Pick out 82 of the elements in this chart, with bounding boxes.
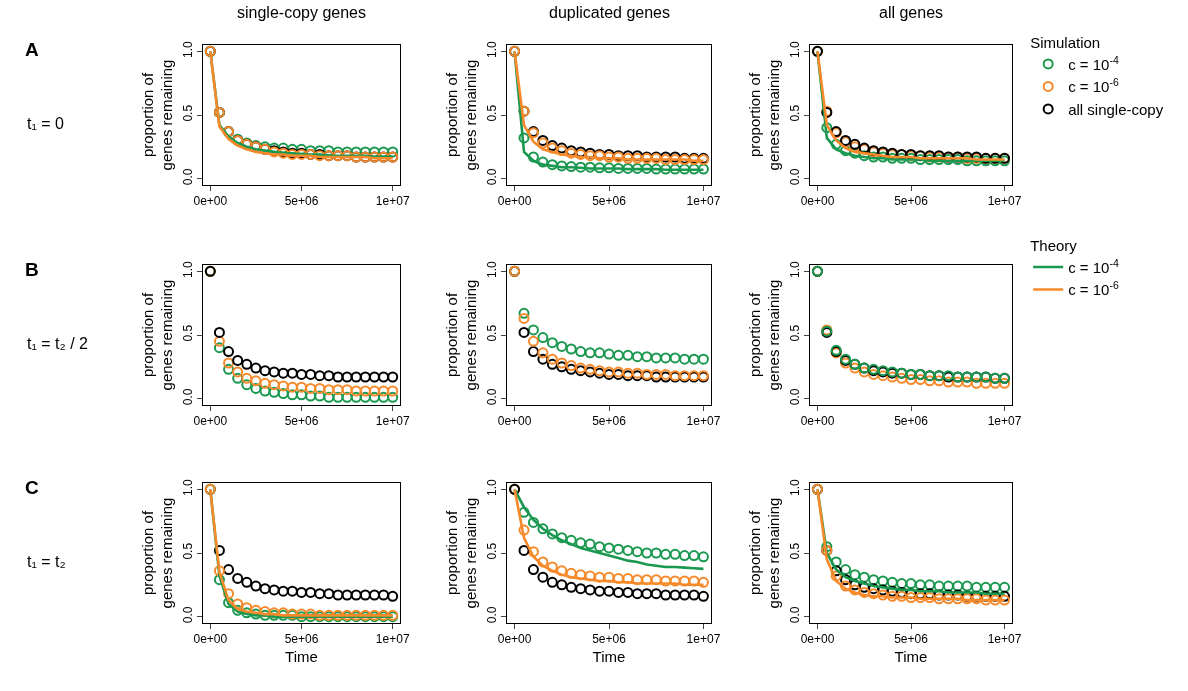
y-tick-label: 0.5 (788, 104, 803, 122)
y-tick-label: 0.0 (788, 606, 803, 624)
x-tick-label: 5e+06 (284, 632, 319, 647)
y-axis-title: proportion of genes remaining (138, 497, 176, 609)
x-tick-label: 1e+07 (987, 194, 1022, 209)
x-tick-label: 0e+00 (800, 194, 835, 209)
x-tick-label: 0e+00 (193, 632, 228, 647)
x-tick-label: 1e+07 (375, 414, 410, 429)
y-axis-title: proportion of genes remaining (745, 59, 783, 171)
x-tick-label: 0e+00 (497, 194, 532, 209)
legend-label: all single-copy (1068, 100, 1164, 118)
y-tick-label: 1.0 (788, 40, 803, 58)
y-axis-title: proportion of genes remaining (745, 497, 783, 609)
y-tick-label: 0.0 (788, 388, 803, 406)
x-axis-title: Time (894, 648, 928, 666)
legend-label: c = 10$^{-4}$ (1068, 53, 1119, 73)
x-tick-label: 1e+07 (375, 632, 410, 647)
y-axis-title: proportion of genes remaining (138, 59, 176, 171)
x-tick-label: 0e+00 (800, 632, 835, 647)
y-tick-label: 1.0 (485, 260, 500, 278)
y-tick-label: 0.5 (181, 542, 196, 560)
chart-title: single-copy genes (237, 4, 366, 21)
y-tick-label: 1.0 (788, 260, 803, 278)
chart-title: duplicated genes (549, 4, 670, 21)
y-tick-label: 1.0 (181, 478, 196, 496)
text: Theory (1030, 236, 1077, 254)
y-tick-label: 0.5 (181, 104, 196, 122)
x-tick-label: 5e+06 (284, 194, 319, 209)
x-tick-label: 1e+07 (686, 414, 721, 429)
y-tick-label: 0.5 (181, 324, 196, 342)
x-axis-title: Time (592, 648, 626, 666)
text: t₁ = t₂ / 2 (27, 335, 89, 352)
x-tick-label: 0e+00 (193, 414, 228, 429)
y-tick-label: 0.5 (788, 324, 803, 342)
y-axis-title: proportion of genes remaining (442, 497, 480, 609)
chart-title: all genes (879, 4, 944, 21)
text: B (25, 259, 39, 280)
y-tick-label: 0.0 (788, 168, 803, 186)
x-tick-label: 5e+06 (592, 414, 627, 429)
y-tick-label: 0.5 (485, 104, 500, 122)
x-tick-label: 5e+06 (592, 632, 627, 647)
x-tick-label: 0e+00 (193, 194, 228, 209)
y-tick-label: 0.0 (181, 606, 196, 624)
y-axis-title: proportion of genes remaining (138, 279, 176, 391)
y-tick-label: 1.0 (788, 478, 803, 496)
y-tick-label: 0.5 (485, 542, 500, 560)
y-tick-label: 0.0 (485, 606, 500, 624)
legend-label: c = 10$^{-6}$ (1068, 279, 1119, 299)
text: t₁ = 0 (27, 115, 65, 132)
text: t₁ = t₂ (27, 553, 66, 570)
legend-label: c = 10$^{-6}$ (1068, 76, 1119, 96)
x-tick-label: 1e+07 (987, 414, 1022, 429)
y-tick-label: 0.5 (788, 542, 803, 560)
y-axis-title: proportion of genes remaining (442, 59, 480, 171)
y-tick-label: 1.0 (181, 40, 196, 58)
x-tick-label: 0e+00 (497, 632, 532, 647)
x-tick-label: 5e+06 (894, 632, 929, 647)
y-tick-label: 0.0 (485, 388, 500, 406)
x-tick-label: 1e+07 (686, 194, 721, 209)
y-tick-label: 1.0 (485, 40, 500, 58)
text: Simulation (1030, 33, 1101, 51)
x-tick-label: 0e+00 (497, 414, 532, 429)
x-tick-label: 5e+06 (592, 194, 627, 209)
y-axis-title: proportion of genes remaining (442, 279, 480, 391)
text: A (25, 39, 39, 60)
y-tick-label: 0.0 (485, 168, 500, 186)
y-tick-label: 1.0 (485, 478, 500, 496)
y-axis-title: proportion of genes remaining (745, 279, 783, 391)
y-tick-label: 1.0 (181, 260, 196, 278)
legend-label: c = 10$^{-4}$ (1068, 256, 1119, 276)
x-tick-label: 5e+06 (284, 414, 319, 429)
y-tick-label: 0.0 (181, 168, 196, 186)
x-tick-label: 0e+00 (800, 414, 835, 429)
x-tick-label: 1e+07 (686, 632, 721, 647)
x-tick-label: 1e+07 (375, 194, 410, 209)
x-axis-title: Time (285, 648, 318, 666)
x-tick-label: 5e+06 (894, 194, 929, 209)
x-tick-label: 1e+07 (987, 632, 1022, 647)
y-tick-label: 0.5 (485, 324, 500, 342)
text: C (25, 477, 39, 498)
x-tick-label: 5e+06 (894, 414, 929, 429)
y-tick-label: 0.0 (181, 388, 196, 406)
